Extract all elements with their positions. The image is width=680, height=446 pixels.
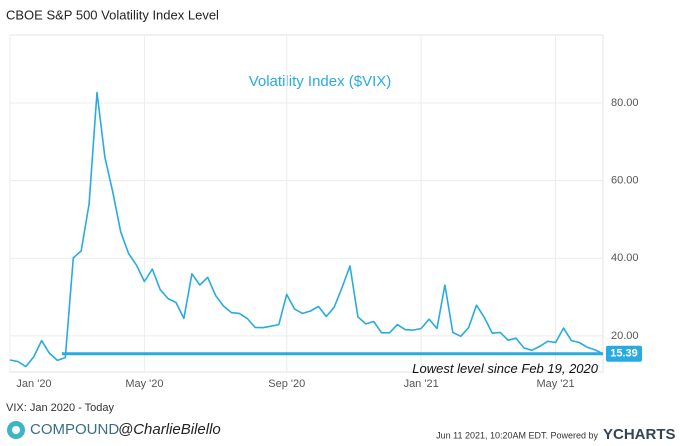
handle: @CharlieBilello <box>118 421 221 438</box>
y-tick-label: 20.00 <box>611 330 639 342</box>
x-tick-label: Jan '21 <box>404 378 439 390</box>
series-line <box>9 91 604 368</box>
reference-badge <box>606 345 642 362</box>
footnote: VIX: Jan 2020 - Today <box>6 402 115 414</box>
logo <box>7 421 25 439</box>
brand: COMPOUND <box>30 421 119 438</box>
x-tick-label: May '20 <box>125 378 163 390</box>
provider: YCHARTS <box>603 426 676 443</box>
reference-annotation: Lowest level since Feb 19, 2020 <box>412 361 598 376</box>
y-tick-label: 80.00 <box>611 97 639 109</box>
x-tick-label: Sep '20 <box>268 378 305 390</box>
chart-title: CBOE S&P 500 Volatility Index Level <box>6 7 219 22</box>
y-tick-label: 40.00 <box>611 252 639 264</box>
powered-by: Powered by <box>550 430 598 440</box>
x-tick-label: May '21 <box>536 378 574 390</box>
inner-title: Volatility Index ($VIX) <box>249 73 392 90</box>
y-tick-label: 60.00 <box>611 174 639 186</box>
logo-icon-inner <box>12 426 20 434</box>
reference-label: 15.39 <box>610 348 638 360</box>
x-tick-label: Jan '20 <box>16 378 51 390</box>
timestamp: Jun 11 2021, 10:20AM EDT. <box>436 430 548 440</box>
